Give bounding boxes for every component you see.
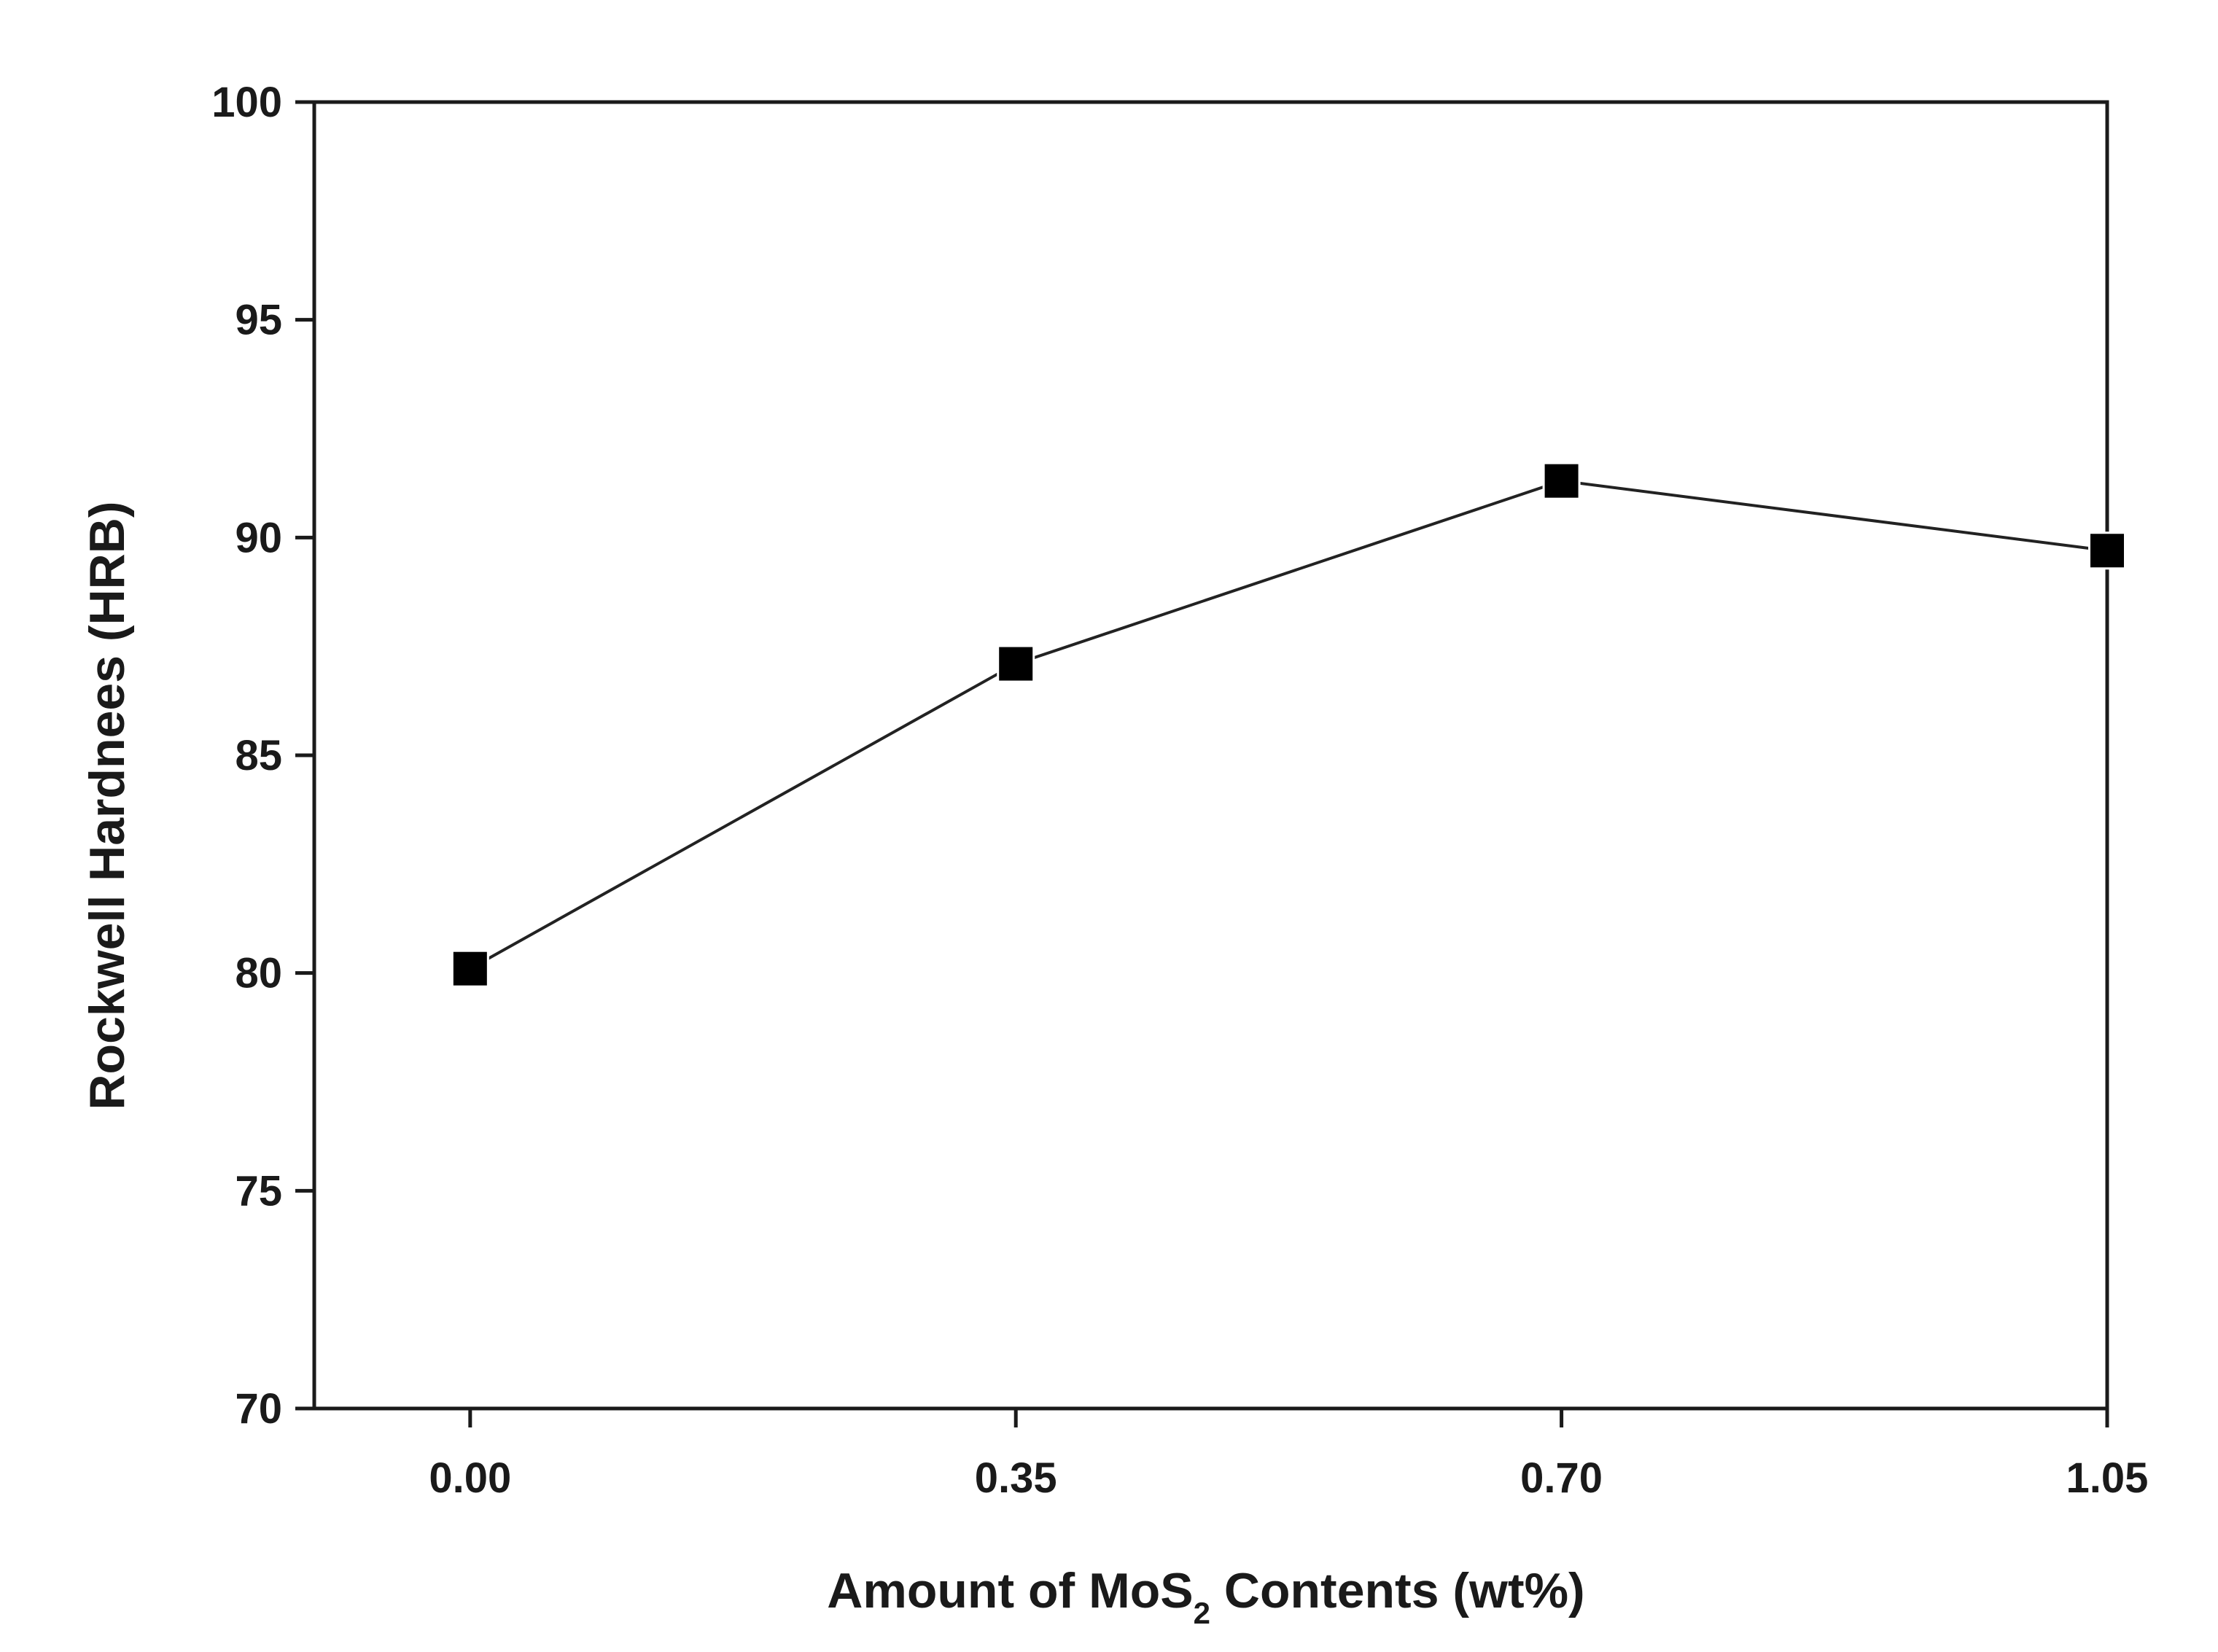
y-tick-label: 90 [235,514,282,561]
data-point-marker [997,644,1035,683]
y-tick-label: 75 [235,1167,282,1215]
plot-frame [312,100,2109,1411]
x-axis-title-subscript: 2 [1194,1596,1210,1630]
series-line-segment [1561,479,2108,553]
data-point-marker [451,949,489,988]
plot-area [312,100,2109,1411]
y-tick-label: 100 [211,79,282,126]
y-tick-label: 70 [235,1385,282,1433]
y-tick-label: 85 [235,732,282,779]
x-tick-label: 1.05 [2066,1454,2149,1502]
y-axis: 70 75 80 85 90 95 100 [211,79,314,1433]
x-axis: 0.00 0.35 0.70 1.05 [429,1409,2148,1502]
series-line-segment [469,662,1017,970]
y-axis-title: Rockwell Hardnees (HRB) [79,501,135,1110]
data-point-marker [1542,461,1581,500]
x-tick-label: 0.70 [1520,1454,1603,1502]
y-tick-label: 80 [235,950,282,997]
x-axis-title-main: Amount of MoS [827,1563,1193,1618]
x-tick-label: 0.00 [429,1454,511,1502]
data-point-marker [2088,531,2126,570]
x-axis-title-rest: Contents (wt%) [1210,1563,1585,1618]
data-series [451,461,2126,988]
y-tick-label: 95 [235,297,282,344]
series-line-segment [1015,479,1563,666]
x-axis-title: Amount of MoS2 Contents (wt%) [827,1563,1584,1630]
x-tick-label: 0.35 [975,1454,1057,1502]
